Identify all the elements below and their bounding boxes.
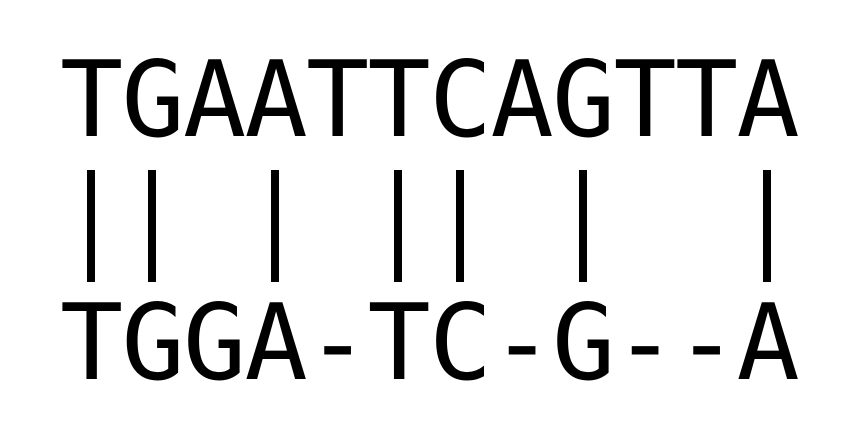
- match-bar: [394, 170, 403, 282]
- top-base: A: [736, 39, 800, 161]
- top-base: T: [60, 39, 124, 161]
- match-bar-row: [60, 170, 798, 285]
- match-bar: [271, 170, 280, 282]
- top-base: G: [552, 39, 616, 161]
- top-base: T: [613, 39, 677, 161]
- bottom-base: C: [429, 282, 493, 404]
- bottom-base: G: [183, 282, 247, 404]
- top-base: T: [306, 39, 370, 161]
- top-base: T: [367, 39, 431, 161]
- match-bar: [148, 170, 157, 282]
- match-cell: [614, 170, 676, 285]
- bottom-base: A: [244, 282, 308, 404]
- bottom-base: T: [367, 282, 431, 404]
- bottom-base: -: [675, 282, 739, 404]
- top-base: G: [121, 39, 185, 161]
- bottom-base: G: [552, 282, 616, 404]
- match-bar: [578, 170, 587, 282]
- match-cell: [306, 170, 368, 285]
- match-bar: [763, 170, 772, 282]
- match-cell: [737, 170, 799, 285]
- match-cell: [122, 170, 184, 285]
- match-cell: [183, 170, 245, 285]
- bottom-base: -: [613, 282, 677, 404]
- match-cell: [245, 170, 307, 285]
- top-base: C: [429, 39, 493, 161]
- top-base: A: [490, 39, 554, 161]
- top-base: A: [183, 39, 247, 161]
- top-sequence-row: T G A A T T C A G T T A: [60, 39, 800, 161]
- match-bar: [86, 170, 95, 282]
- top-base: A: [244, 39, 308, 161]
- bottom-base: G: [121, 282, 185, 404]
- match-cell: [552, 170, 614, 285]
- bottom-base: A: [736, 282, 800, 404]
- match-cell: [368, 170, 430, 285]
- bottom-base: -: [490, 282, 554, 404]
- match-cell: [60, 170, 122, 285]
- match-cell: [675, 170, 737, 285]
- match-cell: [429, 170, 491, 285]
- bottom-sequence-row: T G G A - T C - G - - A: [60, 282, 800, 404]
- bottom-base: T: [60, 282, 124, 404]
- match-bar: [455, 170, 464, 282]
- top-base: T: [675, 39, 739, 161]
- match-cell: [491, 170, 553, 285]
- bottom-base: -: [306, 282, 370, 404]
